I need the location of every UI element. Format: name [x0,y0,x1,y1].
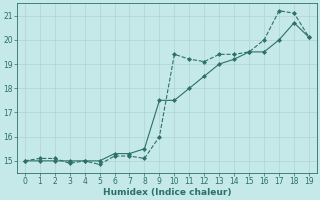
X-axis label: Humidex (Indice chaleur): Humidex (Indice chaleur) [103,188,231,197]
